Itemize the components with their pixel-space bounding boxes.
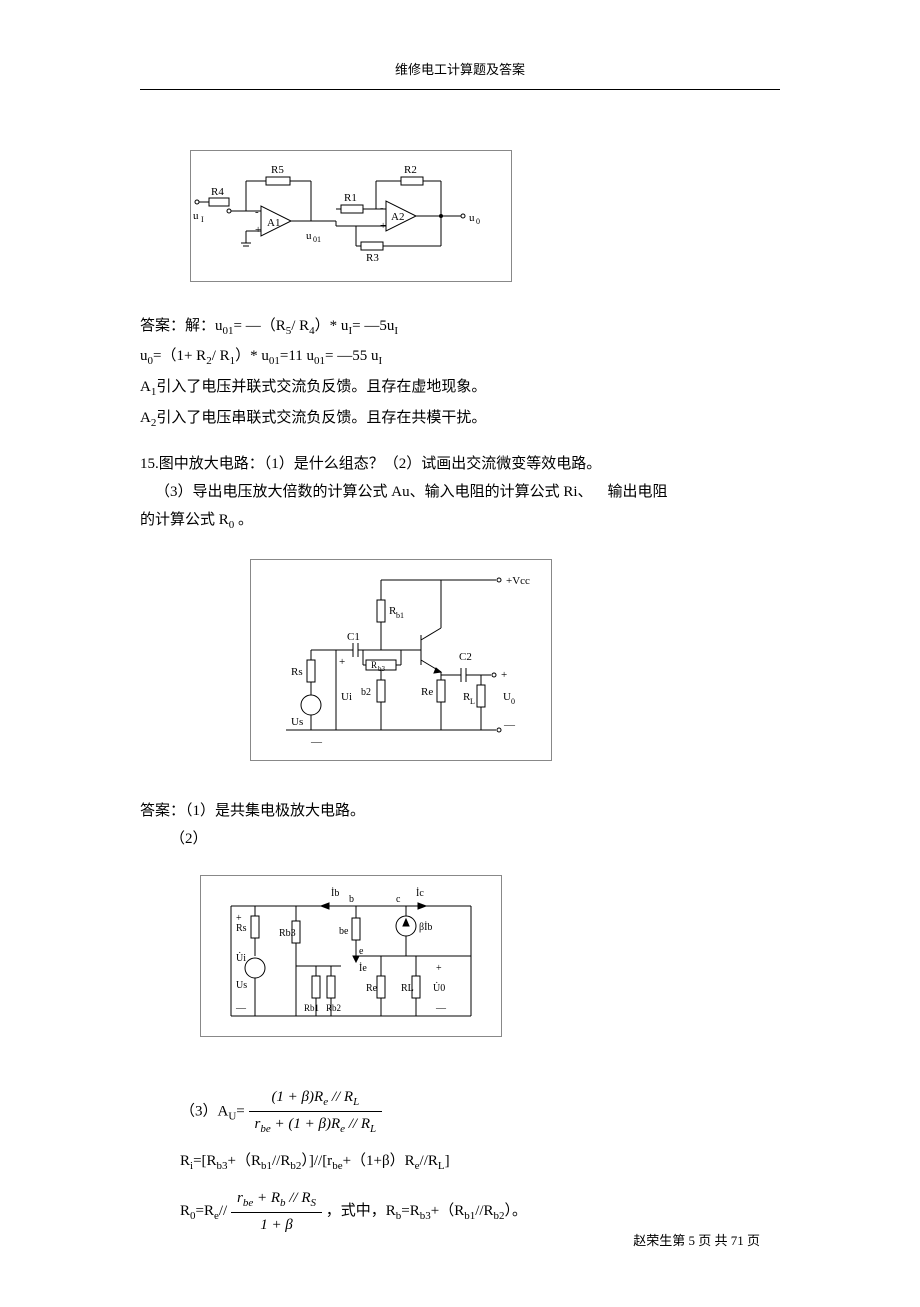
question15-line3: 的计算公式 R0 。 xyxy=(140,508,780,535)
svg-text:İc: İc xyxy=(416,887,424,899)
page-footer: 赵荣生第 5 页 共 71 页 xyxy=(633,1231,760,1252)
svg-text:01: 01 xyxy=(313,235,321,244)
svg-text:Rs: Rs xyxy=(236,923,247,934)
svg-text:e: e xyxy=(359,946,364,957)
answer15-line1: 答案：（1）是共集电极放大电路。 xyxy=(140,799,780,823)
svg-text:—: — xyxy=(310,736,323,748)
svg-text:Us: Us xyxy=(291,716,303,728)
svg-text:b1: b1 xyxy=(396,611,404,620)
question15-line2: （3）导出电压放大倍数的计算公式 Au、输入电阻的计算公式 Ri、 输出电阻 xyxy=(140,480,780,504)
svg-text:+: + xyxy=(339,656,345,668)
svg-text:—: — xyxy=(503,719,516,731)
diagram-transistor-circuit: +Vcc R b1 C1 R b3 xyxy=(250,559,552,761)
page-header: 维修电工计算题及答案 xyxy=(140,60,780,90)
svg-text:—: — xyxy=(235,1003,247,1014)
question15-line1: 15.图中放大电路：（1）是什么组态？（2）试画出交流微变等效电路。 xyxy=(140,452,780,476)
svg-text:u: u xyxy=(306,230,312,242)
svg-text:c: c xyxy=(396,894,401,905)
svg-text:R: R xyxy=(371,660,377,670)
svg-text:-: - xyxy=(380,202,384,214)
svg-text:İe: İe xyxy=(359,962,367,974)
svg-text:Re: Re xyxy=(421,686,433,698)
svg-text:u: u xyxy=(469,212,475,224)
answer14-line1: 答案：解：u01= —（R5/ R4）* uI= —5uI xyxy=(140,314,780,341)
formula-r0: R0=Re// rbe + Rb // RS 1 + β ，式中，Rb=Rb3+… xyxy=(180,1186,780,1238)
formula-au: （3）AU= (1 + β)Re // RL rbe + (1 + β)Re /… xyxy=(180,1085,780,1139)
svg-text:+: + xyxy=(436,963,442,974)
answer14-line3: A1引入了电压并联式交流负反馈。且存在虚地现象。 xyxy=(140,375,780,402)
svg-text:Rb2: Rb2 xyxy=(326,1003,341,1013)
svg-text:U̇i: U̇i xyxy=(236,952,246,964)
header-title: 维修电工计算题及答案 xyxy=(395,62,525,77)
svg-text:RL: RL xyxy=(401,983,414,994)
svg-text:-: - xyxy=(255,206,259,218)
svg-text:u: u xyxy=(193,210,199,222)
svg-text:R2: R2 xyxy=(404,164,417,176)
answer14-line2: u0=（1+ R2/ R1）* u01=11 u01= —55 uI xyxy=(140,344,780,371)
svg-text:R4: R4 xyxy=(211,186,224,198)
svg-text:A2: A2 xyxy=(391,211,404,223)
diagram-equivalent-circuit: İb b c İc + Rs U̇i Us — Rb3 xyxy=(200,875,502,1037)
svg-text:+: + xyxy=(255,224,261,236)
svg-text:R5: R5 xyxy=(271,164,284,176)
formula-ri: Ri=[Rb3+（Rb1//Rb2）]//[rbe+（1+β）Re//RL] xyxy=(180,1149,780,1176)
svg-text:R3: R3 xyxy=(366,252,379,264)
svg-text:I: I xyxy=(201,215,204,224)
svg-text:0: 0 xyxy=(511,697,515,706)
answer14-line4: A2引入了电压串联式交流负反馈。且存在共模干扰。 xyxy=(140,406,780,433)
svg-text:İb: İb xyxy=(331,887,339,899)
svg-text:0: 0 xyxy=(476,217,480,226)
svg-text:Rs: Rs xyxy=(291,666,303,678)
svg-text:b: b xyxy=(349,894,354,905)
diagram-opamp-circuit: A1 - + R4 u I R5 u xyxy=(190,150,512,282)
svg-text:R1: R1 xyxy=(344,192,357,204)
svg-text:L: L xyxy=(470,697,475,706)
svg-text:+Vcc: +Vcc xyxy=(506,575,530,587)
svg-text:U̇0: U̇0 xyxy=(433,982,445,994)
svg-text:b2: b2 xyxy=(361,687,371,698)
svg-text:C1: C1 xyxy=(347,631,360,643)
svg-text:Rb1: Rb1 xyxy=(304,1003,319,1013)
svg-text:+: + xyxy=(501,669,507,681)
svg-text:U: U xyxy=(503,691,511,703)
svg-text:C2: C2 xyxy=(459,651,472,663)
formula-block: （3）AU= (1 + β)Re // RL rbe + (1 + β)Re /… xyxy=(180,1085,780,1237)
svg-text:be: be xyxy=(339,926,349,937)
svg-text:Re: Re xyxy=(366,983,378,994)
svg-text:b3: b3 xyxy=(378,665,386,673)
svg-text:A1: A1 xyxy=(267,217,280,229)
svg-text:Us: Us xyxy=(236,980,247,991)
svg-text:Rb3: Rb3 xyxy=(279,928,296,939)
answer15-line2: （2） xyxy=(170,827,780,851)
svg-text:—: — xyxy=(435,1003,447,1014)
svg-text:βİb: βİb xyxy=(419,921,432,933)
svg-text:Ui: Ui xyxy=(341,691,352,703)
